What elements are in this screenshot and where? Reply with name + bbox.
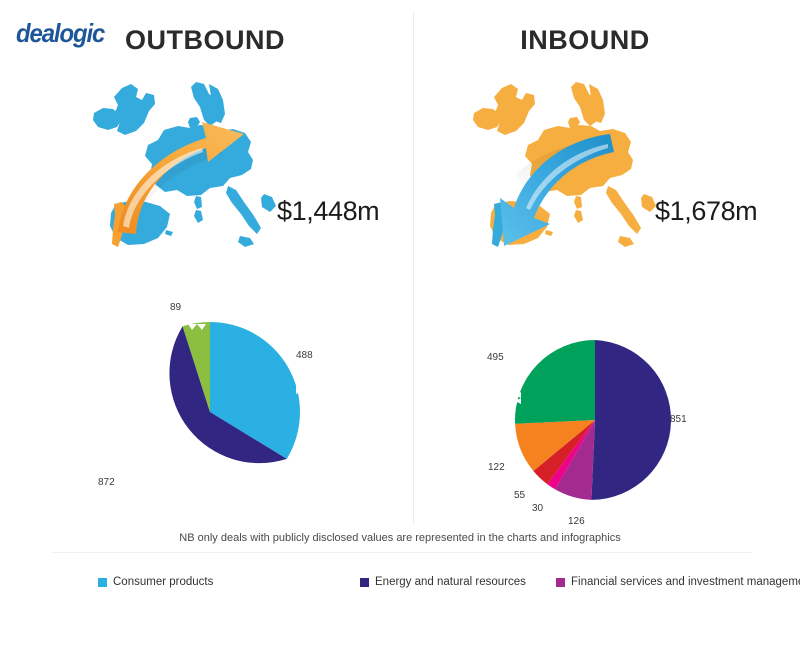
pie-label-financial-inbound: 126 bbox=[568, 516, 585, 527]
pie-slice-healthcare-inbound bbox=[547, 420, 595, 490]
amount-inbound: $1,678m bbox=[655, 196, 758, 226]
legend-swatch-icon bbox=[556, 578, 565, 587]
pie-label-telecoms-inbound: 495 bbox=[487, 352, 504, 363]
pie-slice-infrastructure-inbound bbox=[515, 420, 595, 471]
pie-label-professional-outbound: 89 bbox=[170, 302, 182, 313]
panel-title-inbound: INBOUND bbox=[520, 25, 650, 55]
legend: Consumer products Energy and natural res… bbox=[98, 574, 800, 591]
pie-slice-telecoms-inbound bbox=[515, 340, 595, 424]
pie-label-industrial-inbound: 55 bbox=[514, 490, 526, 501]
pie-slice-industrial-inbound bbox=[533, 420, 595, 485]
pie-label-consumer-outbound: 488 bbox=[296, 350, 313, 361]
legend-item-financial-services: Financial services and investment manage… bbox=[556, 574, 800, 591]
pie-slice-professional bbox=[182, 322, 210, 412]
legend-swatch-icon bbox=[98, 578, 107, 587]
legend-label: Consumer products bbox=[113, 575, 214, 588]
europe-map-inbound bbox=[458, 78, 688, 278]
pie-slice-financial-inbound bbox=[555, 420, 595, 500]
horizontal-divider bbox=[52, 552, 752, 553]
pie-slice-energy-inbound bbox=[591, 340, 672, 500]
pie-label-infrastructure-inbound: 122 bbox=[488, 462, 505, 473]
pie-chart-inbound: 495 851 122 55 30 126 bbox=[487, 330, 700, 527]
flow-arrow-outbound bbox=[118, 122, 244, 234]
amount-outbound: $1,448m bbox=[277, 196, 380, 226]
pie-label-healthcare-inbound: 30 bbox=[532, 503, 544, 514]
vertical-divider bbox=[413, 12, 414, 524]
legend-label: Energy and natural resources bbox=[375, 575, 526, 588]
pie-label-energy-outbound: 872 bbox=[98, 477, 115, 488]
pie-chart-outbound: 89 488 872 bbox=[98, 302, 320, 512]
legend-item-energy: Energy and natural resources bbox=[360, 574, 556, 591]
panel-title-outbound: OUTBOUND bbox=[125, 25, 285, 55]
footnote: NB only deals with publicly disclosed va… bbox=[179, 532, 621, 544]
dealogic-logo: dealogic bbox=[16, 18, 105, 48]
flow-arrow-inbound bbox=[500, 134, 614, 246]
pie-slice-energy bbox=[169, 326, 287, 464]
pie-label-energy-inbound: 851 bbox=[670, 414, 687, 425]
pie-slice-consumer-products bbox=[210, 322, 300, 459]
europe-map-outbound bbox=[78, 78, 308, 278]
legend-item-consumer-products: Consumer products bbox=[98, 574, 360, 591]
legend-swatch-icon bbox=[360, 578, 369, 587]
legend-label: Financial services and investment manage… bbox=[571, 575, 800, 588]
